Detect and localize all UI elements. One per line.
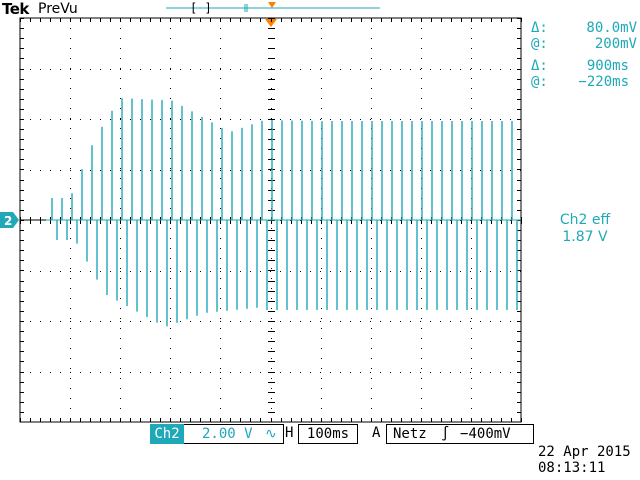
time-text: 08:13:11 [538, 460, 606, 476]
at-t-symbol: @: [531, 74, 548, 90]
brand-logo: Tek [2, 0, 29, 18]
delta-v-symbol: Δ: [531, 20, 548, 36]
at-t-value: −220ms [578, 74, 629, 90]
horizontal-label: H [285, 425, 294, 441]
ac-coupling-icon: ∿ [265, 426, 277, 442]
rising-edge-icon: ∫ [441, 426, 450, 442]
trigger-position-icon [268, 2, 276, 8]
date-text: 22 Apr 2015 [538, 444, 631, 460]
vertical-scale[interactable]: 2.00 V ∿ [184, 424, 284, 444]
horizontal-scale[interactable]: 100ms [298, 424, 358, 444]
at-v-value: 200mV [594, 36, 637, 52]
delta-t-symbol: Δ: [531, 58, 548, 74]
acquisition-mode: PreVu [38, 1, 78, 17]
timestamp: 22 Apr 2015 08:13:11 [538, 444, 631, 476]
delta-v-value: 80.0mV [586, 20, 637, 36]
time-cursor-readout: Δ: 900ms @: −220ms [531, 58, 629, 90]
delta-t-value: 900ms [586, 58, 629, 74]
trigger-mode-label: A [372, 425, 381, 441]
channel-button[interactable]: Ch2 [150, 424, 184, 444]
ch2-waveform-trace [20, 98, 521, 327]
ch2-ground-marker[interactable]: 2 [0, 212, 19, 228]
trigger-level: −400mV [460, 426, 511, 442]
trigger-source: Netz [393, 426, 427, 442]
ch2-ground-marker-label: 2 [4, 214, 12, 228]
voltage-cursor-readout: Δ: 80.0mV @: 200mV [531, 20, 637, 52]
at-v-symbol: @: [531, 36, 548, 52]
record-window-marker: [ ] [190, 1, 212, 15]
record-position-bar: [ ] [166, 1, 380, 15]
trigger-settings[interactable]: Netz ∫ −400mV [386, 424, 534, 444]
volts-per-div: 2.00 V [202, 426, 253, 442]
measurement-label: Ch2 eff [559, 212, 611, 228]
rms-measurement: Ch2 eff 1.87 V [553, 212, 617, 246]
trigger-point-marker[interactable] [265, 19, 277, 27]
measurement-value: 1.87 V [562, 229, 608, 245]
